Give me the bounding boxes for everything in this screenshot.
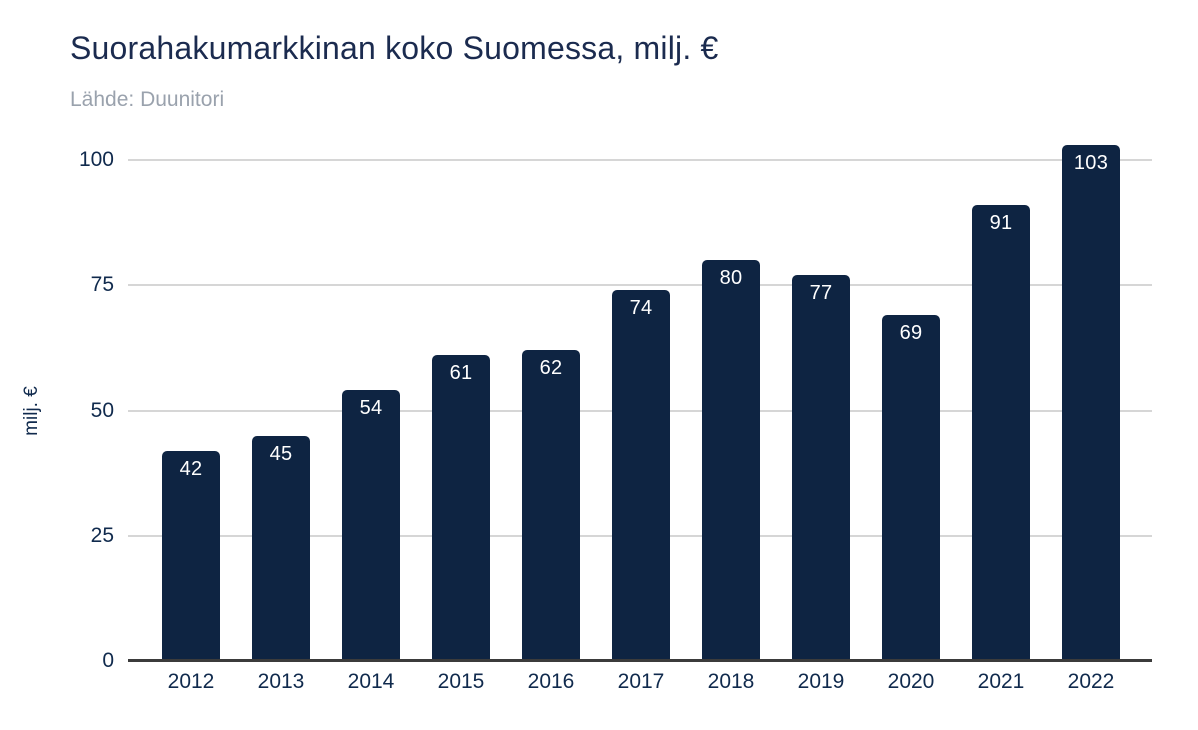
y-tick-label-75: 75: [90, 273, 114, 297]
bar-value-label-2012: 42: [179, 457, 203, 480]
x-axis-label-2013: 2013: [257, 670, 305, 693]
bar-band-2018: 80: [686, 160, 776, 661]
x-axis-label-2019: 2019: [797, 670, 845, 693]
x-axis-label-2017: 2017: [617, 670, 665, 693]
x-axis-label-2021: 2021: [977, 670, 1025, 693]
bar-2013: 45: [252, 435, 310, 661]
bar-2015: 61: [432, 355, 490, 661]
x-axis-label-2020: 2020: [887, 670, 935, 693]
bar-band-2016: 62: [506, 160, 596, 661]
y-tick-label-100: 100: [78, 148, 114, 171]
bar-2020: 69: [882, 315, 940, 661]
x-axis-label-2015: 2015: [437, 670, 485, 693]
bar-value-label-2014: 54: [359, 397, 383, 420]
bar-value-label-2018: 80: [719, 267, 743, 290]
bar-value-label-2013: 45: [269, 442, 293, 465]
bar-band-2022: 103: [1046, 144, 1136, 661]
bar-value-label-2015: 61: [449, 362, 473, 385]
y-axis-ticks: 0 25 50 75 100: [0, 148, 114, 672]
bar-2018: 80: [702, 260, 760, 661]
bar-2016: 62: [522, 350, 580, 661]
bar-value-label-2020: 69: [899, 322, 923, 345]
gridline-100: [128, 159, 1152, 161]
y-tick-label-50: 50: [90, 398, 114, 422]
plot-area: 42 45 54 61 62 74 80 77 69 91 103: [128, 144, 1152, 662]
bar-band-2019: 77: [776, 160, 866, 661]
gridline-75: [128, 284, 1152, 287]
bar-value-label-2021: 91: [989, 212, 1013, 235]
x-axis-label-2022: 2022: [1067, 670, 1115, 693]
bar-2019: 77: [792, 275, 850, 661]
bar-2012: 42: [162, 450, 220, 661]
chart-title: Suorahakumarkkinan koko Suomessa, milj. …: [70, 30, 719, 66]
bar-band-2020: 69: [866, 160, 956, 661]
bar-value-label-2019: 77: [809, 282, 833, 305]
x-axis-label-2016: 2016: [527, 670, 575, 693]
x-axis-labels: 2012 2013 2014 2015 2016 2017 2018 2019 2020 2021…: [146, 670, 1136, 694]
bar-band-2021: 91: [956, 160, 1046, 661]
y-tick-label-25: 25: [90, 523, 114, 547]
x-axis-line: [128, 659, 1152, 662]
x-axis-label-2014: 2014: [347, 670, 395, 693]
chart-subtitle: Lähde: Duunitori: [70, 88, 225, 111]
bar-2014: 54: [342, 390, 400, 661]
bar-band-2014: 54: [326, 160, 416, 661]
bar-value-label-2016: 62: [539, 357, 563, 380]
bars: 42 45 54 61 62 74 80 77 69 91 103: [146, 144, 1136, 661]
bar-band-2013: 45: [236, 160, 326, 661]
bar-value-label-2022: 103: [1073, 151, 1109, 174]
bar-2017: 74: [612, 290, 670, 661]
bar-band-2012: 42: [146, 160, 236, 661]
bar-band-2017: 74: [596, 160, 686, 661]
bar-value-label-2017: 74: [629, 297, 653, 320]
x-axis-label-2012: 2012: [167, 670, 215, 693]
bar-2021: 91: [972, 205, 1030, 661]
y-tick-label-0: 0: [102, 649, 114, 672]
bar-band-2015: 61: [416, 160, 506, 661]
bar-2022: 103: [1062, 144, 1120, 661]
x-axis-label-2018: 2018: [707, 670, 755, 693]
